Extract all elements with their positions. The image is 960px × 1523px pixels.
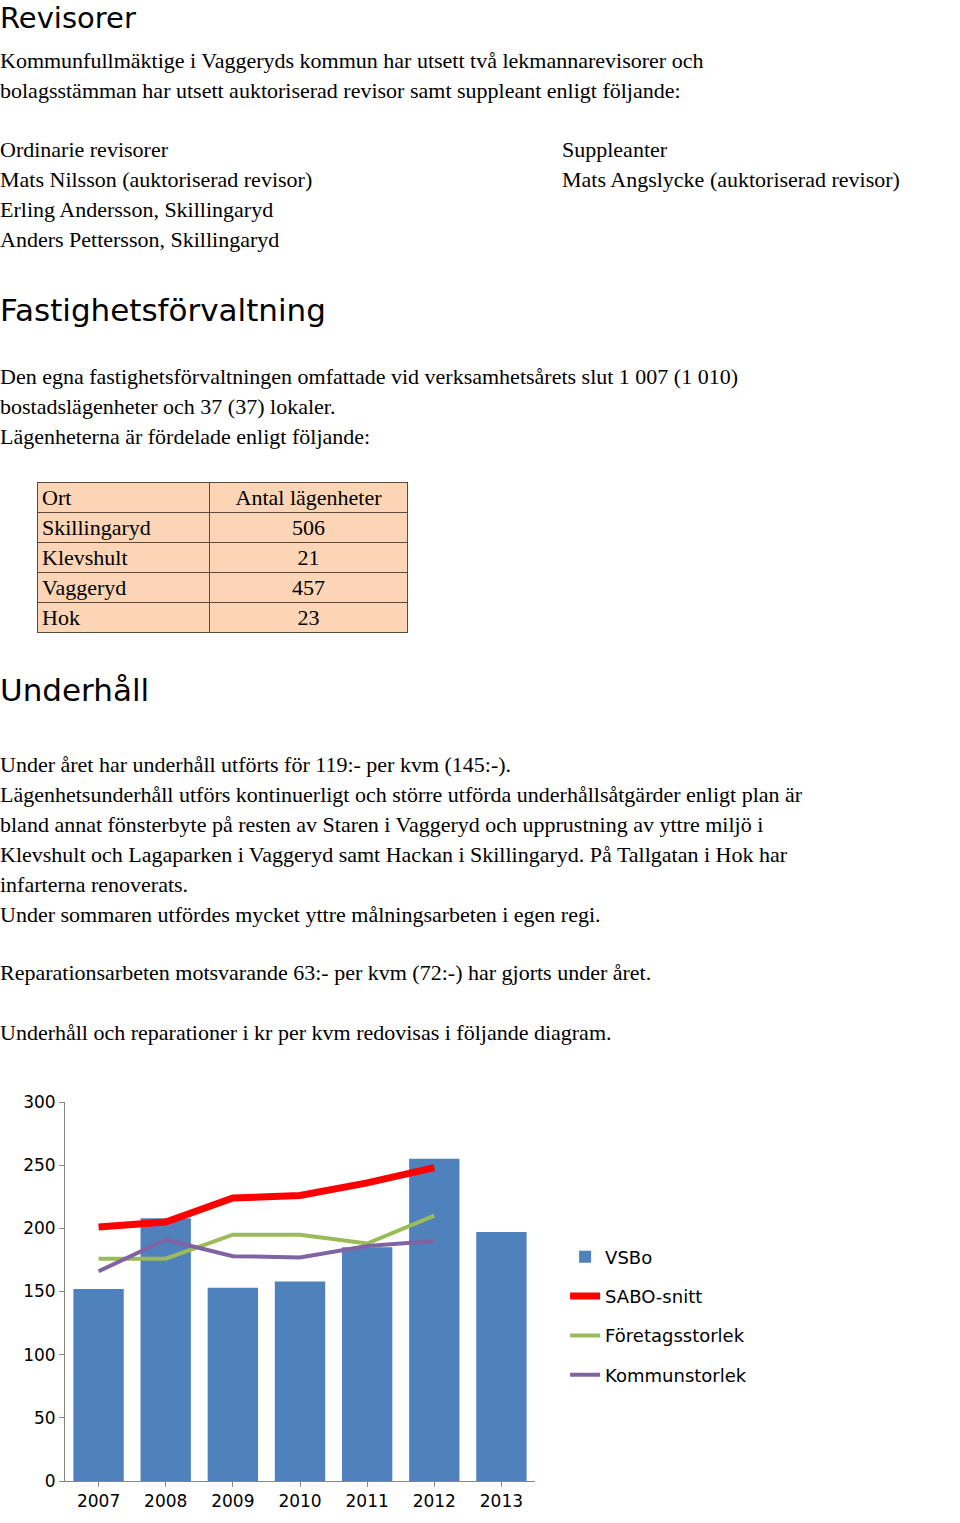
svg-text:2011: 2011 [346, 1491, 389, 1511]
html-text:Suppleanter: Suppleanter [562, 137, 668, 162]
html-text:Ordinarie revisorer: Ordinarie revisorer [0, 137, 168, 162]
html-text:506: 506 [292, 515, 325, 540]
html-text:Lägenhetsunderhåll utförs kont: Lägenhetsunderhåll utförs kontinuerligt … [0, 782, 803, 807]
svg-text:2008: 2008 [144, 1491, 187, 1511]
svg-text:300: 300 [23, 1092, 55, 1112]
html-text:Antal lägenheter: Antal lägenheter [235, 485, 382, 510]
html-text:Revisorer: Revisorer [0, 1, 136, 35]
html-text:Kommunfullmäktige i Vaggeryds: Kommunfullmäktige i Vaggeryds kommun har… [0, 48, 704, 73]
html-text:Fastighetsförvaltning: Fastighetsförvaltning [0, 292, 326, 328]
html-text:bostadslägenheter och 37 (37): bostadslägenheter och 37 (37) lokaler. [0, 394, 336, 419]
html-text:23: 23 [297, 605, 320, 630]
svg-text:2012: 2012 [413, 1491, 456, 1511]
html-text:bolagsstämman har utsett aukto: bolagsstämman har utsett auktoriserad re… [0, 78, 681, 103]
html-text:Underhåll: Underhåll [0, 672, 150, 708]
html-text:Underhåll och reparationer i k: Underhåll och reparationer i kr per kvm … [0, 1020, 612, 1045]
svg-text:0: 0 [45, 1471, 56, 1491]
html-text:457: 457 [292, 575, 325, 600]
svg-text:2007: 2007 [77, 1491, 120, 1511]
svg-text:SABO-snitt: SABO-snitt [605, 1286, 702, 1307]
svg-text:VSBo: VSBo [605, 1247, 652, 1268]
html-text:Klevshult och Lagaparken i Vag: Klevshult och Lagaparken i Vaggeryd samt… [0, 842, 787, 867]
svg-text:50: 50 [34, 1408, 56, 1428]
html-text:Mats Angslycke (auktoriserad r: Mats Angslycke (auktoriserad revisor) [562, 167, 900, 192]
html-text:Skillingaryd: Skillingaryd [42, 515, 151, 540]
html-text:Mats Nilsson (auktoriserad rev: Mats Nilsson (auktoriserad revisor) [0, 167, 313, 192]
html-text:Den egna fastighetsförvaltning: Den egna fastighetsförvaltningen omfatta… [0, 364, 738, 389]
html-text:Erling Andersson, Skillingaryd: Erling Andersson, Skillingaryd [0, 197, 274, 222]
svg-text:Företagsstorlek: Företagsstorlek [605, 1325, 745, 1346]
svg-text:Kommunstorlek: Kommunstorlek [605, 1365, 747, 1386]
html-text:Lägenheterna är fördelade enli: Lägenheterna är fördelade enligt följand… [0, 424, 371, 449]
svg-text:250: 250 [23, 1155, 55, 1175]
html-text:Hok: Hok [42, 605, 80, 630]
svg-text:2009: 2009 [211, 1491, 254, 1511]
svg-text:100: 100 [23, 1345, 55, 1365]
svg-text:2013: 2013 [480, 1491, 523, 1511]
svg-text:150: 150 [23, 1281, 55, 1301]
html-text:bland annat fönsterbyte på res: bland annat fönsterbyte på resten av Sta… [0, 812, 764, 837]
html-text:Klevshult: Klevshult [42, 545, 128, 570]
svg-text:200: 200 [23, 1218, 55, 1238]
html-text:21: 21 [297, 545, 320, 570]
html-text:Vaggeryd: Vaggeryd [42, 575, 127, 600]
svg-text:2010: 2010 [278, 1491, 321, 1511]
html-text:Ort: Ort [42, 485, 72, 510]
html-text:infarterna renoverats.: infarterna renoverats. [0, 872, 189, 897]
html-text:Under sommaren utfördes mycket: Under sommaren utfördes mycket yttre mål… [0, 902, 601, 927]
html-text:Under året har underhåll utför: Under året har underhåll utförts för 119… [0, 752, 512, 777]
html-text:Anders Pettersson, Skillingary: Anders Pettersson, Skillingaryd [0, 227, 280, 252]
html-text:Reparationsarbeten motsvarande: Reparationsarbeten motsvarande 63:- per … [0, 960, 652, 985]
